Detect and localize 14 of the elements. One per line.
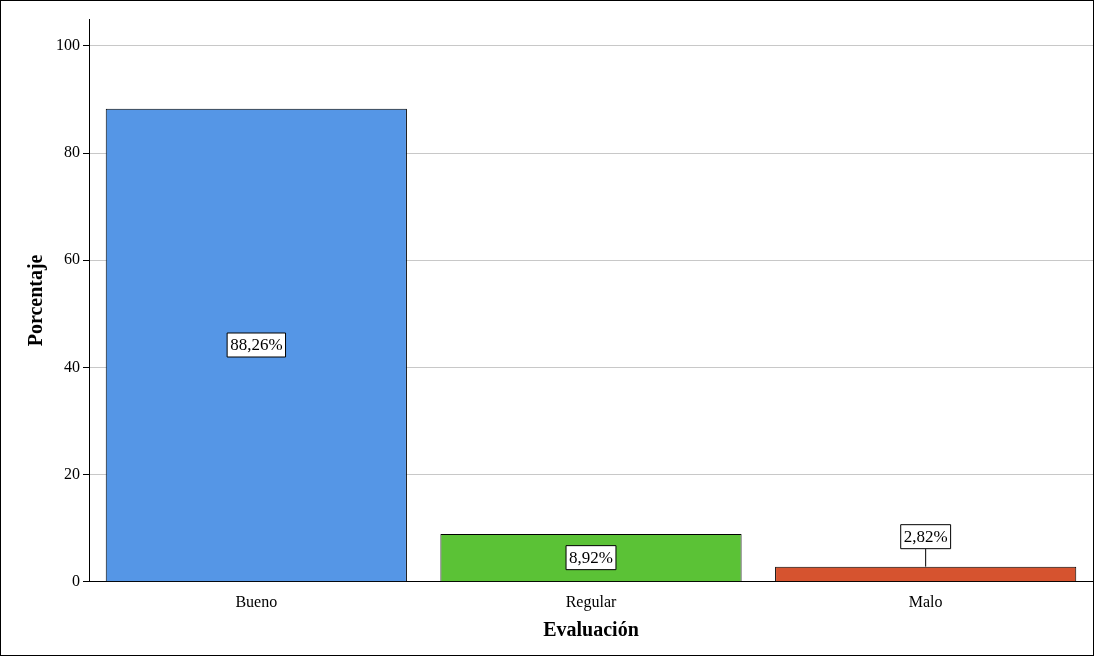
y-tick-label: 0 (72, 572, 80, 589)
y-tick-label: 40 (64, 357, 80, 375)
x-tick-label: Malo (908, 592, 943, 610)
y-tick-label: 100 (56, 36, 80, 53)
y-tick-label: 80 (64, 143, 80, 161)
y-tick-label: 60 (64, 250, 80, 268)
x-axis-title: Evaluación (543, 618, 639, 641)
data-label: 88,26% (230, 335, 283, 355)
x-tick-label: Bueno (235, 592, 278, 610)
y-axis-title: Porcentaje (24, 254, 48, 347)
y-tick-label: 20 (64, 464, 80, 482)
data-label: 2,82% (903, 527, 948, 547)
x-tick-label: Regular (565, 592, 617, 611)
data-label: 8,92% (569, 548, 613, 568)
